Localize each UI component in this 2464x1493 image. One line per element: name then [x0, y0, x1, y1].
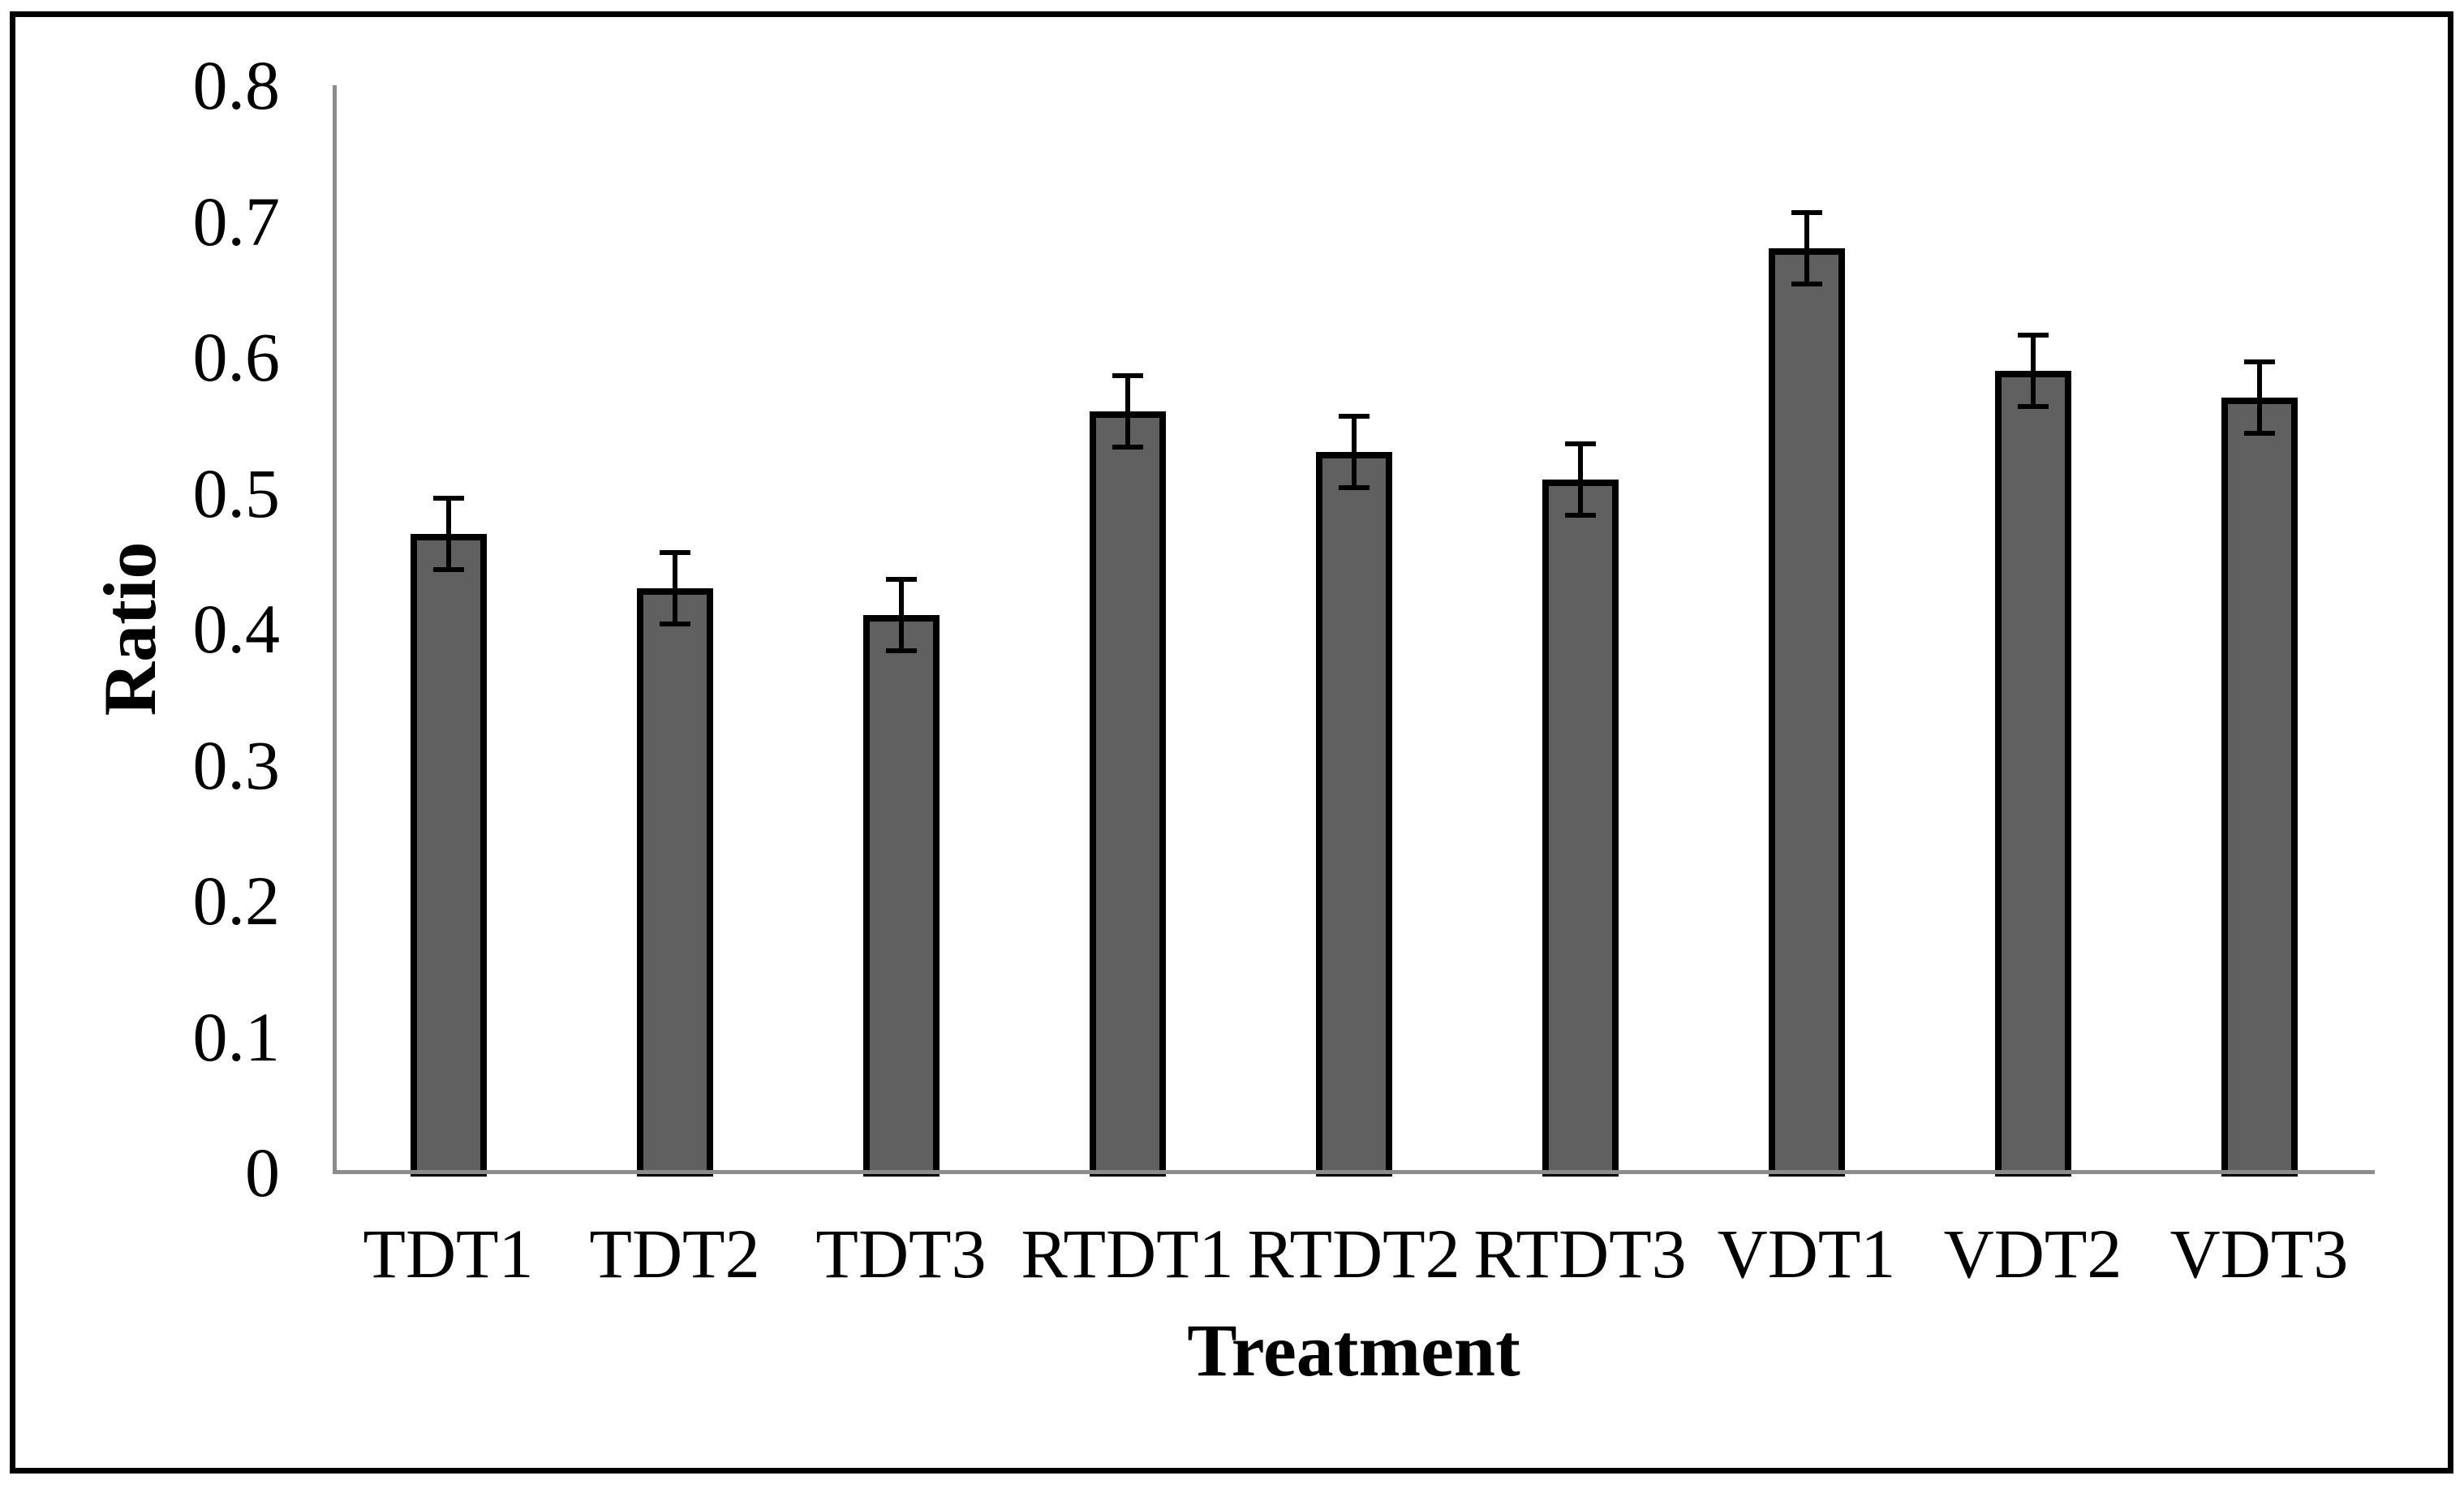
error-bar-cap-top-vdt3: [2243, 359, 2275, 365]
y-tick-label-0: 0: [245, 1134, 280, 1211]
y-tick-label-0.3: 0.3: [192, 725, 281, 804]
error-bar-cap-top-vdt2: [2017, 332, 2049, 338]
x-tick-label-rtdt3: RTDT3: [1473, 1215, 1687, 1293]
error-bar-cap-bottom-rtdt1: [1112, 444, 1143, 450]
x-tick-label-tdt2: TDT2: [589, 1215, 760, 1293]
x-tick-label-tdt1: TDT1: [363, 1215, 534, 1293]
error-bar-cap-top-tdt3: [885, 577, 917, 583]
x-tick-label-vdt3: VDT3: [2169, 1215, 2349, 1293]
x-tick-label-vdt1: VDT1: [1717, 1215, 1896, 1293]
bar-vdt1: [1768, 248, 1845, 1177]
bar-tdt3: [862, 615, 940, 1177]
bar-tdt1: [410, 533, 487, 1177]
error-bar-cap-bottom-rtdt3: [1564, 512, 1596, 518]
x-tick-label-vdt2: VDT2: [1943, 1215, 2122, 1293]
error-bar-line-tdt1: [445, 495, 451, 572]
error-bar-cap-top-rtdt1: [1112, 373, 1143, 379]
error-bar-cap-top-tdt2: [659, 549, 690, 555]
x-tick-label-rtdt2: RTDT2: [1247, 1215, 1460, 1293]
error-bar-cap-bottom-vdt2: [2017, 403, 2049, 409]
x-tick-label-rtdt1: RTDT1: [1021, 1215, 1234, 1293]
bar-vdt2: [1994, 370, 2071, 1177]
bar-rtdt3: [1542, 479, 1619, 1177]
x-axis-title: Treatment: [1187, 1309, 1520, 1392]
error-bar-line-tdt2: [672, 549, 677, 626]
bar-tdt2: [636, 587, 713, 1177]
error-bar-line-rtdt2: [1351, 414, 1357, 491]
y-tick-label-0.5: 0.5: [192, 454, 281, 532]
bar-vdt3: [2221, 398, 2298, 1177]
y-tick-label-0.2: 0.2: [192, 862, 281, 940]
y-tick-label-0.4: 0.4: [192, 590, 281, 668]
y-tick-label-0.6: 0.6: [192, 318, 281, 396]
y-tick-label-0.7: 0.7: [192, 182, 281, 260]
y-tick-label-0.8: 0.8: [192, 46, 281, 124]
error-bar-line-rtdt1: [1124, 373, 1130, 450]
error-bar-line-vdt2: [2030, 332, 2036, 409]
error-bar-cap-bottom-tdt3: [885, 648, 917, 654]
y-tick-label-0.1: 0.1: [192, 997, 281, 1076]
error-bar-cap-top-tdt1: [432, 495, 464, 501]
error-bar-line-vdt3: [2256, 359, 2262, 437]
error-bar-cap-bottom-tdt2: [659, 621, 690, 626]
error-bar-cap-bottom-rtdt2: [1338, 485, 1370, 491]
bar-rtdt2: [1315, 452, 1392, 1177]
bar-rtdt1: [1089, 411, 1166, 1177]
x-axis-line: [333, 1170, 2375, 1174]
error-bar-cap-top-rtdt3: [1564, 441, 1596, 446]
error-bar-line-rtdt3: [1577, 441, 1583, 518]
error-bar-line-vdt1: [1804, 210, 1809, 286]
figure-border: [10, 11, 2453, 1474]
y-axis-line: [333, 85, 337, 1174]
error-bar-line-tdt3: [898, 577, 904, 654]
error-bar-cap-bottom-vdt1: [1791, 281, 1822, 286]
x-tick-label-tdt3: TDT3: [815, 1215, 987, 1293]
error-bar-cap-top-rtdt2: [1338, 414, 1370, 420]
error-bar-cap-bottom-tdt1: [432, 566, 464, 572]
error-bar-cap-top-vdt1: [1791, 210, 1822, 216]
error-bar-cap-bottom-vdt3: [2243, 431, 2275, 437]
